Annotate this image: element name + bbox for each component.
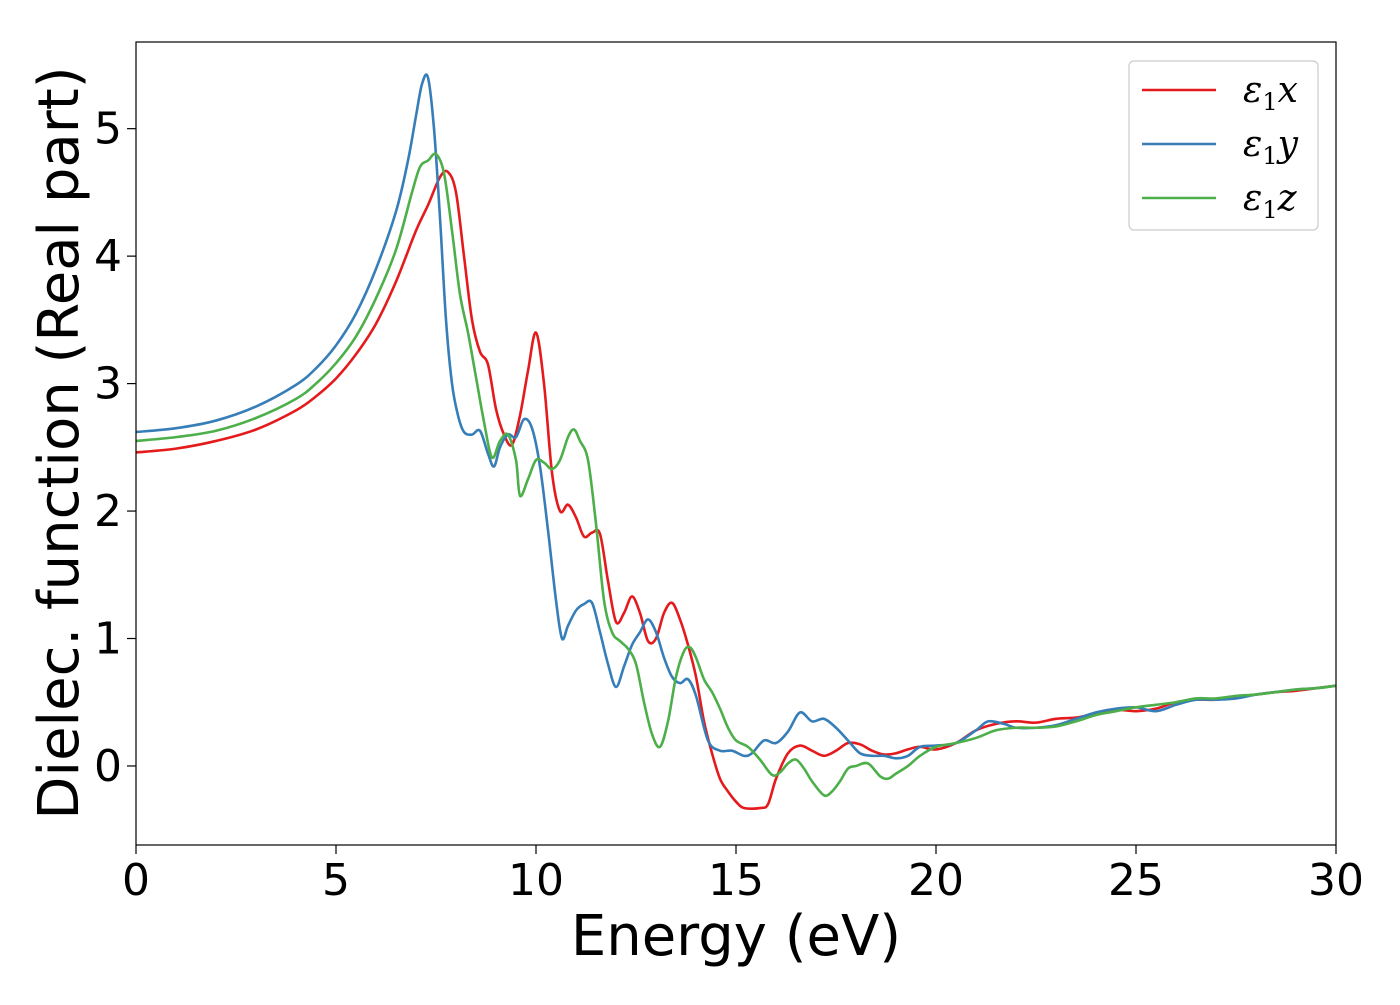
- x-tick-label: 20: [908, 855, 964, 906]
- legend-label-z: ε1z: [1243, 178, 1298, 224]
- y-tick-label: 2: [94, 486, 122, 537]
- plot-layer: [136, 73, 1336, 810]
- y-axis-label: Dielec. function (Real part): [27, 66, 92, 819]
- series-line-x: [136, 169, 1336, 810]
- y-tick-label: 3: [94, 359, 122, 410]
- y-tick-label: 4: [94, 231, 122, 282]
- legend-label-x: ε1x: [1243, 70, 1298, 116]
- x-tick-label: 10: [508, 855, 564, 906]
- y-tick-label: 5: [94, 104, 122, 155]
- x-axis-label: Energy (eV): [571, 904, 901, 969]
- x-tick-label: 5: [322, 855, 350, 906]
- x-tick-label: 0: [122, 855, 150, 906]
- ticks-layer: 0 5 10 15 20 25 30 0 1 2 3 4 5: [94, 104, 1364, 906]
- legend: ε1x ε1y ε1z: [1128, 60, 1319, 231]
- legend-label-y: ε1y: [1243, 124, 1299, 170]
- legend-box: [1128, 60, 1319, 231]
- y-tick-label: 0: [94, 741, 122, 792]
- series-line-z: [136, 152, 1336, 798]
- x-tick-label: 25: [1108, 855, 1164, 906]
- x-tick-label: 30: [1308, 855, 1364, 906]
- y-tick-label: 1: [94, 614, 122, 665]
- x-tick-label: 15: [708, 855, 764, 906]
